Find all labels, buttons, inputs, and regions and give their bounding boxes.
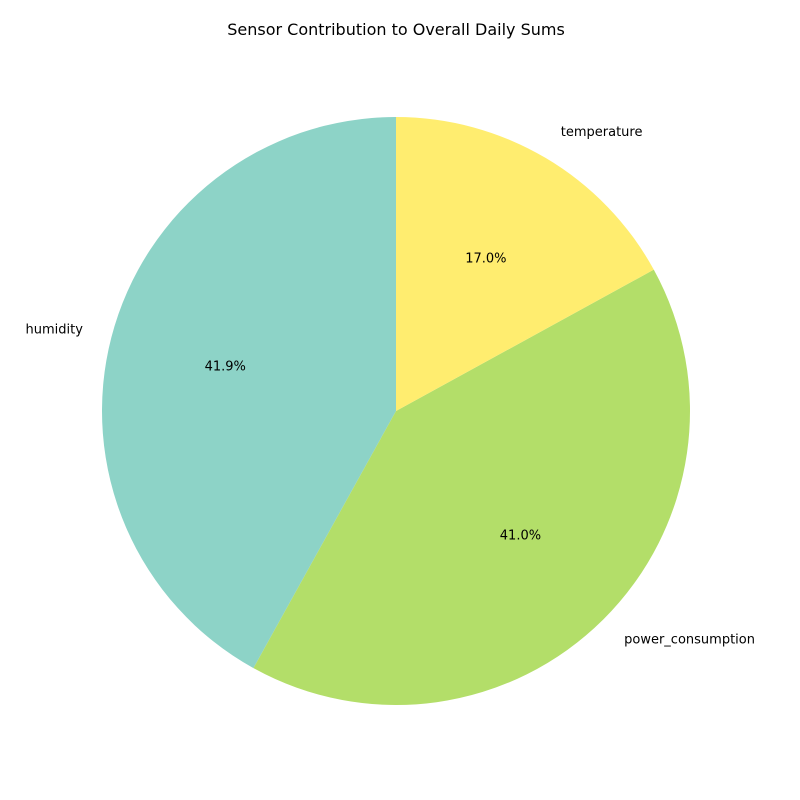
pct-label-humidity: 41.9%	[205, 359, 246, 374]
slice-label-power-consumption: power_consumption	[624, 633, 755, 648]
pie-labels: humidity 41.9% power_consumption 41.0% tempe…	[25, 125, 755, 647]
pct-label-temperature: 17.0%	[465, 252, 506, 267]
slice-label-temperature: temperature	[561, 125, 643, 140]
pct-label-power-consumption: 41.0%	[500, 529, 541, 544]
slice-label-humidity: humidity	[25, 323, 83, 338]
pie-slice-humidity	[101, 117, 396, 669]
pie-slice-temperature	[396, 117, 654, 411]
pie-slice-power-consumption	[253, 269, 690, 705]
pie-slices	[101, 117, 690, 705]
chart-title: Sensor Contribution to Overall Daily Sum…	[227, 20, 565, 39]
